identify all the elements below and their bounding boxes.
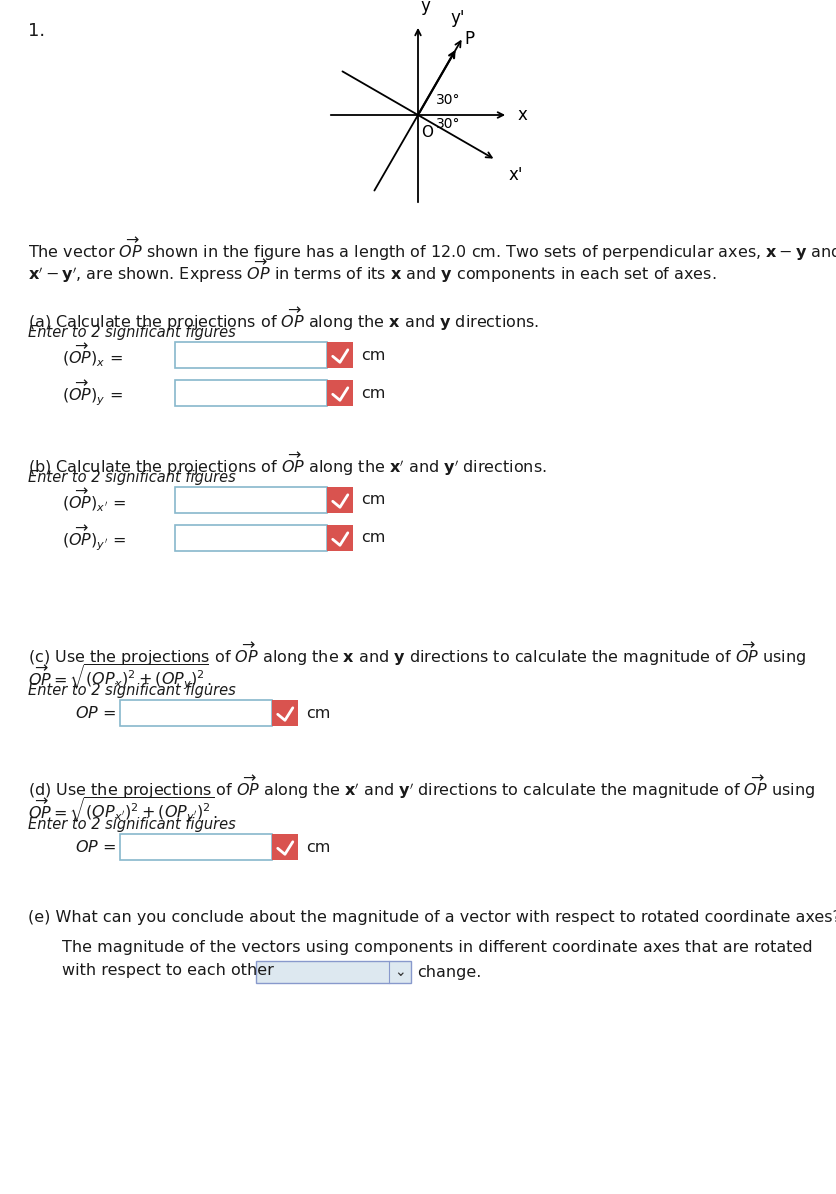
FancyBboxPatch shape	[175, 525, 327, 550]
Text: P: P	[464, 30, 474, 48]
Text: Enter to 2 significant figures: Enter to 2 significant figures	[28, 470, 236, 485]
Text: Enter to 2 significant figures: Enter to 2 significant figures	[28, 817, 236, 832]
FancyBboxPatch shape	[120, 700, 272, 726]
Text: 1.: 1.	[28, 21, 45, 41]
FancyBboxPatch shape	[272, 833, 298, 860]
Text: (e) What can you conclude about the magnitude of a vector with respect to rotate: (e) What can you conclude about the magn…	[28, 910, 836, 925]
Text: The vector $\overrightarrow{OP}$ shown in the figure has a length of 12.0 cm. Tw: The vector $\overrightarrow{OP}$ shown i…	[28, 235, 836, 263]
Text: The magnitude of the vectors using components in different coordinate axes that : The magnitude of the vectors using compo…	[62, 940, 813, 955]
Text: $(\overrightarrow{OP})_x$ =: $(\overrightarrow{OP})_x$ =	[62, 341, 123, 369]
FancyBboxPatch shape	[327, 380, 353, 406]
FancyBboxPatch shape	[175, 341, 327, 368]
Text: $\mathbf{x}'-\mathbf{y}'$, are shown. Express $\overrightarrow{OP}$ in terms of : $\mathbf{x}'-\mathbf{y}'$, are shown. Ex…	[28, 257, 716, 284]
Text: ⌄: ⌄	[395, 965, 405, 979]
Text: cm: cm	[361, 492, 385, 507]
FancyBboxPatch shape	[327, 487, 353, 513]
Text: x': x'	[508, 166, 522, 184]
Text: cm: cm	[361, 530, 385, 546]
Text: $(\overrightarrow{OP})_{y'}$ =: $(\overrightarrow{OP})_{y'}$ =	[62, 523, 125, 553]
Text: cm: cm	[306, 706, 330, 720]
Text: y: y	[420, 0, 430, 16]
Text: (b) Calculate the projections of $\overrightarrow{OP}$ along the $\mathbf{x}'$ a: (b) Calculate the projections of $\overr…	[28, 450, 547, 478]
Text: with respect to each other: with respect to each other	[62, 964, 274, 978]
Text: O: O	[421, 125, 433, 140]
Text: Enter to 2 significant figures: Enter to 2 significant figures	[28, 683, 236, 698]
FancyBboxPatch shape	[175, 380, 327, 406]
Text: $\overrightarrow{OP} = \sqrt{(OP_{x'})^2+(OP_{y'})^2}$.: $\overrightarrow{OP} = \sqrt{(OP_{x'})^2…	[28, 795, 217, 825]
Text: $(\overrightarrow{OP})_y$ =: $(\overrightarrow{OP})_y$ =	[62, 378, 123, 407]
FancyBboxPatch shape	[272, 700, 298, 726]
Text: cm: cm	[361, 347, 385, 363]
FancyBboxPatch shape	[256, 961, 411, 983]
FancyBboxPatch shape	[327, 525, 353, 550]
FancyBboxPatch shape	[120, 833, 272, 860]
Text: change.: change.	[417, 965, 482, 979]
Text: $(\overrightarrow{OP})_{x'}$ =: $(\overrightarrow{OP})_{x'}$ =	[62, 486, 125, 513]
Text: 30°: 30°	[436, 93, 461, 107]
Text: (d) Use the projections of $\overrightarrow{OP}$ along the $\mathbf{x}'$ and $\m: (d) Use the projections of $\overrightar…	[28, 773, 815, 801]
Text: cm: cm	[361, 386, 385, 400]
Text: $\overrightarrow{OP} = \sqrt{(OP_x)^2+(OP_y)^2}$.: $\overrightarrow{OP} = \sqrt{(OP_x)^2+(O…	[28, 661, 212, 691]
Text: 30°: 30°	[436, 117, 461, 131]
Text: (a) Calculate the projections of $\overrightarrow{OP}$ along the $\mathbf{x}$ an: (a) Calculate the projections of $\overr…	[28, 304, 539, 333]
Text: $OP$ =: $OP$ =	[75, 704, 116, 721]
Text: x: x	[518, 106, 528, 124]
Text: y': y'	[451, 8, 465, 26]
FancyBboxPatch shape	[327, 341, 353, 368]
Text: (c) Use the projections of $\overrightarrow{OP}$ along the $\mathbf{x}$ and $\ma: (c) Use the projections of $\overrightar…	[28, 640, 806, 667]
Text: Enter to 2 significant figures: Enter to 2 significant figures	[28, 325, 236, 340]
Text: $OP$ =: $OP$ =	[75, 839, 116, 855]
Text: cm: cm	[306, 839, 330, 855]
FancyBboxPatch shape	[175, 487, 327, 513]
